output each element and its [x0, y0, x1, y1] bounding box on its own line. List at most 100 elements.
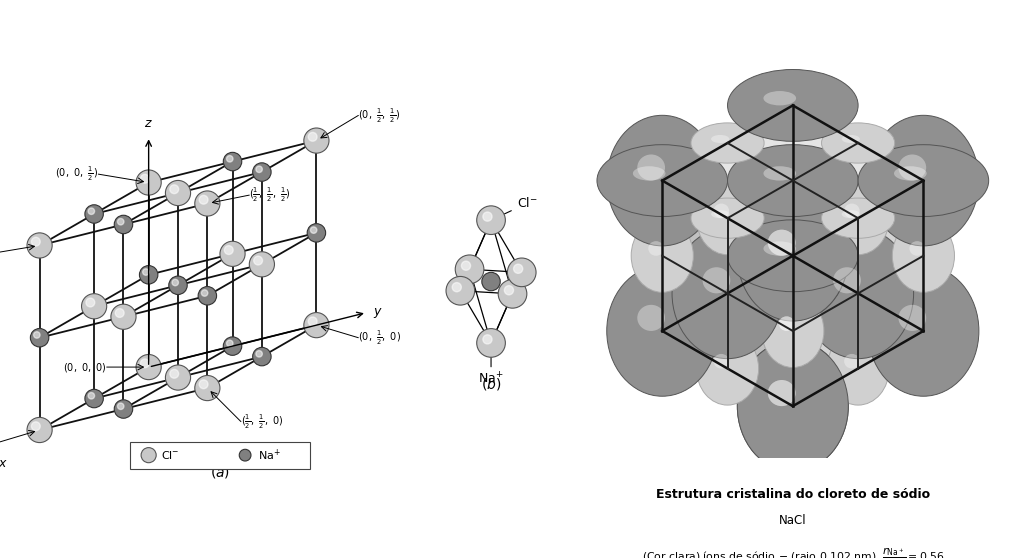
Text: Cl$^{-}$: Cl$^{-}$ — [495, 196, 537, 219]
Circle shape — [198, 287, 217, 305]
Text: $x$: $x$ — [0, 457, 7, 470]
Circle shape — [199, 195, 208, 204]
Circle shape — [507, 258, 536, 287]
FancyBboxPatch shape — [130, 441, 310, 469]
Ellipse shape — [768, 230, 796, 256]
Circle shape — [170, 185, 179, 194]
Ellipse shape — [779, 316, 795, 331]
Ellipse shape — [763, 91, 796, 105]
Text: $z$: $z$ — [144, 117, 153, 130]
Ellipse shape — [691, 123, 764, 163]
Circle shape — [239, 449, 251, 461]
Circle shape — [136, 354, 162, 379]
Circle shape — [455, 255, 484, 283]
Circle shape — [172, 280, 178, 286]
Circle shape — [31, 329, 49, 347]
Circle shape — [27, 233, 52, 258]
Circle shape — [461, 261, 471, 270]
Circle shape — [223, 337, 241, 355]
Circle shape — [86, 298, 95, 307]
Circle shape — [27, 417, 52, 442]
Circle shape — [88, 392, 94, 399]
Circle shape — [82, 294, 106, 319]
Circle shape — [452, 282, 461, 292]
Ellipse shape — [868, 266, 979, 396]
Circle shape — [32, 237, 40, 246]
Ellipse shape — [607, 266, 718, 396]
Circle shape — [482, 272, 500, 291]
Polygon shape — [662, 181, 793, 406]
Ellipse shape — [738, 190, 848, 321]
Ellipse shape — [711, 135, 729, 143]
Circle shape — [226, 156, 233, 162]
Circle shape — [166, 180, 190, 205]
Circle shape — [308, 317, 317, 326]
Circle shape — [308, 132, 317, 141]
Text: Na$^{+}$: Na$^{+}$ — [258, 448, 280, 463]
Circle shape — [115, 215, 133, 234]
Ellipse shape — [909, 241, 925, 256]
Text: (Cor clara) íons de sódio $-$ (raio 0,102 nm)  $\dfrac{r_{\mathrm{Na}^+}}{R_{\ma: (Cor clara) íons de sódio $-$ (raio 0,10… — [641, 545, 944, 558]
Ellipse shape — [768, 230, 796, 256]
Ellipse shape — [727, 220, 858, 292]
Circle shape — [477, 329, 505, 357]
Ellipse shape — [691, 198, 764, 238]
Text: $(\frac{1}{2},\ \frac{1}{2},\ 0)$: $(\frac{1}{2},\ \frac{1}{2},\ 0)$ — [241, 412, 283, 431]
Circle shape — [141, 448, 157, 463]
Ellipse shape — [762, 295, 824, 368]
Ellipse shape — [631, 219, 694, 292]
Ellipse shape — [633, 166, 666, 181]
Ellipse shape — [738, 190, 848, 321]
Ellipse shape — [858, 145, 988, 217]
Circle shape — [477, 206, 505, 234]
Ellipse shape — [868, 116, 979, 246]
Ellipse shape — [821, 198, 895, 238]
Text: $(a)$: $(a)$ — [210, 464, 230, 480]
Circle shape — [85, 389, 103, 408]
Circle shape — [256, 350, 262, 357]
Ellipse shape — [768, 380, 796, 406]
Circle shape — [194, 191, 220, 216]
Circle shape — [32, 422, 40, 431]
Text: $(0,\ 0,\ 0)$: $(0,\ 0,\ 0)$ — [63, 360, 106, 373]
Ellipse shape — [898, 155, 926, 181]
Circle shape — [142, 269, 149, 275]
Ellipse shape — [637, 305, 665, 331]
Ellipse shape — [768, 380, 796, 406]
Ellipse shape — [894, 166, 927, 181]
Ellipse shape — [821, 123, 895, 163]
Text: $(0,\ \frac{1}{2},\ \frac{1}{2})$: $(0,\ \frac{1}{2},\ \frac{1}{2})$ — [358, 107, 401, 124]
Circle shape — [118, 219, 124, 225]
Ellipse shape — [842, 210, 860, 218]
Circle shape — [224, 246, 233, 254]
Text: Na$^{+}$: Na$^{+}$ — [479, 371, 503, 386]
Ellipse shape — [697, 332, 759, 405]
Circle shape — [253, 348, 271, 366]
Text: $y$: $y$ — [373, 306, 383, 320]
Circle shape — [310, 227, 317, 233]
Circle shape — [169, 276, 187, 295]
Circle shape — [110, 304, 136, 329]
Ellipse shape — [827, 332, 889, 405]
Ellipse shape — [607, 116, 718, 246]
Ellipse shape — [649, 241, 664, 256]
Circle shape — [253, 163, 271, 181]
Ellipse shape — [803, 228, 914, 359]
Circle shape — [256, 166, 262, 172]
Circle shape — [307, 224, 325, 242]
Ellipse shape — [727, 70, 858, 141]
Circle shape — [304, 312, 329, 338]
Ellipse shape — [637, 155, 665, 181]
Ellipse shape — [898, 305, 926, 331]
Ellipse shape — [779, 316, 795, 331]
Circle shape — [250, 252, 274, 277]
Ellipse shape — [738, 341, 848, 472]
Circle shape — [199, 380, 208, 389]
Ellipse shape — [827, 181, 889, 255]
Circle shape — [85, 205, 103, 223]
Text: NaCl: NaCl — [779, 514, 807, 527]
Ellipse shape — [844, 204, 859, 218]
Ellipse shape — [697, 181, 759, 255]
Ellipse shape — [714, 204, 729, 218]
Circle shape — [140, 359, 149, 368]
